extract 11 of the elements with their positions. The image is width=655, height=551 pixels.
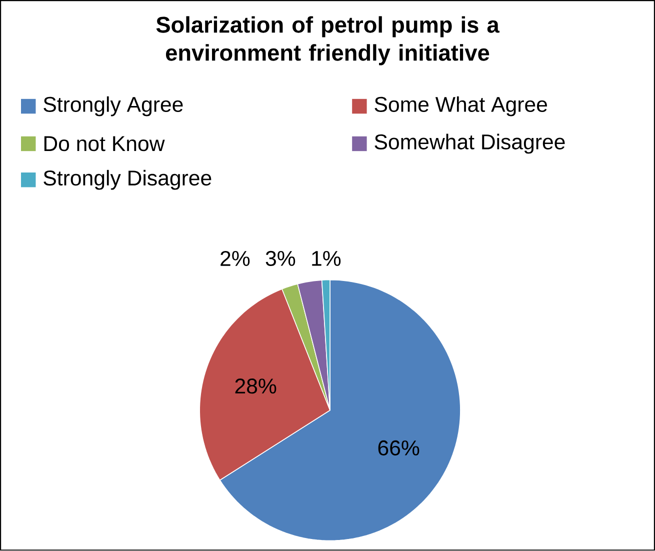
legend-label: Do not Know <box>44 136 165 152</box>
data-label: 3% <box>266 251 296 266</box>
legend-label: Strongly Agree <box>44 96 183 116</box>
data-label: 66% <box>378 440 420 456</box>
legend-label: Strongly Disagree <box>44 170 212 190</box>
legend-label: Somewhat Disagree <box>374 134 565 154</box>
legend-label: Some What Agree <box>374 96 547 116</box>
data-label: 28% <box>235 378 276 394</box>
data-label: 1% <box>312 251 341 266</box>
data-label: 2% <box>220 251 250 266</box>
chart-title: Solarization of petrol pump is a environment friendly initiative <box>156 16 500 66</box>
